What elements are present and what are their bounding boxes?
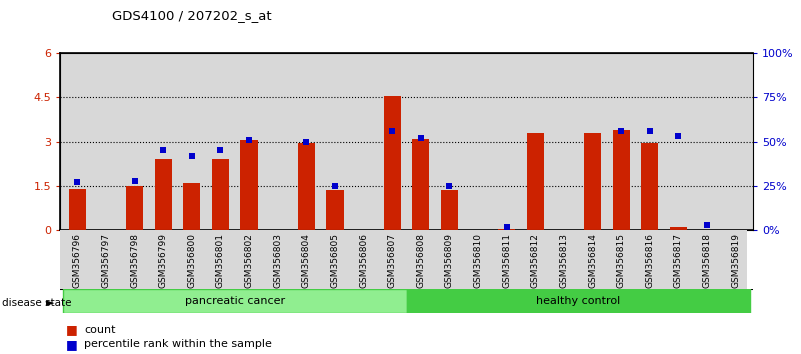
Text: GSM356809: GSM356809 (445, 233, 454, 288)
Bar (126, 186, 143, 230)
Text: GSM356803: GSM356803 (273, 233, 282, 288)
Bar (406, 289, 750, 313)
Text: pancreatic cancer: pancreatic cancer (185, 296, 285, 306)
Text: GSM356812: GSM356812 (531, 233, 540, 288)
Text: GSM356816: GSM356816 (646, 233, 654, 288)
Text: ■: ■ (66, 324, 78, 336)
Bar (326, 190, 344, 230)
Bar (584, 133, 602, 230)
Bar (211, 159, 229, 230)
Text: GSM356817: GSM356817 (674, 233, 683, 288)
Text: GSM356808: GSM356808 (417, 233, 425, 288)
Text: percentile rank within the sample: percentile rank within the sample (84, 339, 272, 349)
Text: ►: ► (46, 298, 54, 308)
Bar (413, 139, 429, 230)
Bar (527, 133, 544, 230)
Text: GSM356818: GSM356818 (702, 233, 711, 288)
Text: GSM356814: GSM356814 (588, 233, 597, 288)
Text: GSM356807: GSM356807 (388, 233, 396, 288)
Text: GSM356819: GSM356819 (731, 233, 740, 288)
Text: GSM356810: GSM356810 (473, 233, 482, 288)
Bar (63, 289, 406, 313)
Bar (298, 143, 315, 230)
Text: GSM356813: GSM356813 (559, 233, 569, 288)
Text: disease state: disease state (2, 298, 71, 308)
Text: GSM356800: GSM356800 (187, 233, 196, 288)
Text: GSM356799: GSM356799 (159, 233, 167, 288)
Text: GSM356811: GSM356811 (502, 233, 511, 288)
Bar (613, 130, 630, 230)
Text: GDS4100 / 207202_s_at: GDS4100 / 207202_s_at (112, 9, 272, 22)
Text: GSM356801: GSM356801 (216, 233, 225, 288)
Bar (498, 229, 515, 230)
Bar (240, 140, 258, 230)
Text: GSM356802: GSM356802 (244, 233, 254, 288)
Text: GSM356796: GSM356796 (73, 233, 82, 288)
Text: ■: ■ (66, 338, 78, 350)
Bar (670, 227, 687, 230)
Bar (642, 143, 658, 230)
Text: count: count (84, 325, 115, 335)
Bar (155, 159, 171, 230)
Text: GSM356804: GSM356804 (302, 233, 311, 288)
Bar (384, 96, 400, 230)
Bar (441, 190, 458, 230)
Text: GSM356805: GSM356805 (331, 233, 340, 288)
Text: GSM356797: GSM356797 (102, 233, 111, 288)
Bar (183, 183, 200, 230)
Text: GSM356806: GSM356806 (359, 233, 368, 288)
Bar (69, 189, 86, 230)
Text: GSM356815: GSM356815 (617, 233, 626, 288)
Text: GSM356798: GSM356798 (130, 233, 139, 288)
Text: healthy control: healthy control (536, 296, 621, 306)
